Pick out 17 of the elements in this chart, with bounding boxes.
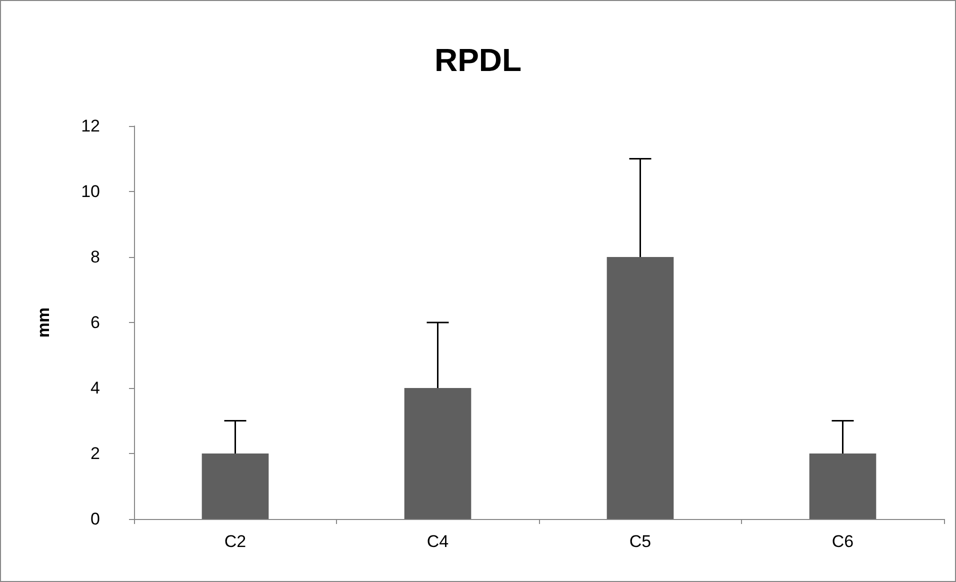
bar xyxy=(202,454,269,519)
x-tick-label: C2 xyxy=(224,532,246,551)
y-tick-label: 8 xyxy=(90,248,100,266)
y-axis-title: mm xyxy=(34,307,53,338)
y-tick-label: 0 xyxy=(90,510,100,528)
y-tick-label: 2 xyxy=(90,444,100,463)
x-tick-label: C6 xyxy=(832,532,854,551)
bar xyxy=(606,257,674,519)
y-tick-label: 4 xyxy=(90,378,100,398)
x-tick-label: C4 xyxy=(426,532,449,551)
y-tick-label: 12 xyxy=(81,116,100,136)
y-tick-label: 10 xyxy=(81,182,100,201)
bar xyxy=(404,388,472,519)
x-tick-label: C5 xyxy=(629,532,652,551)
y-tick-label: 6 xyxy=(90,313,100,332)
bar xyxy=(809,454,876,519)
chart-title: RPDL xyxy=(434,42,522,78)
